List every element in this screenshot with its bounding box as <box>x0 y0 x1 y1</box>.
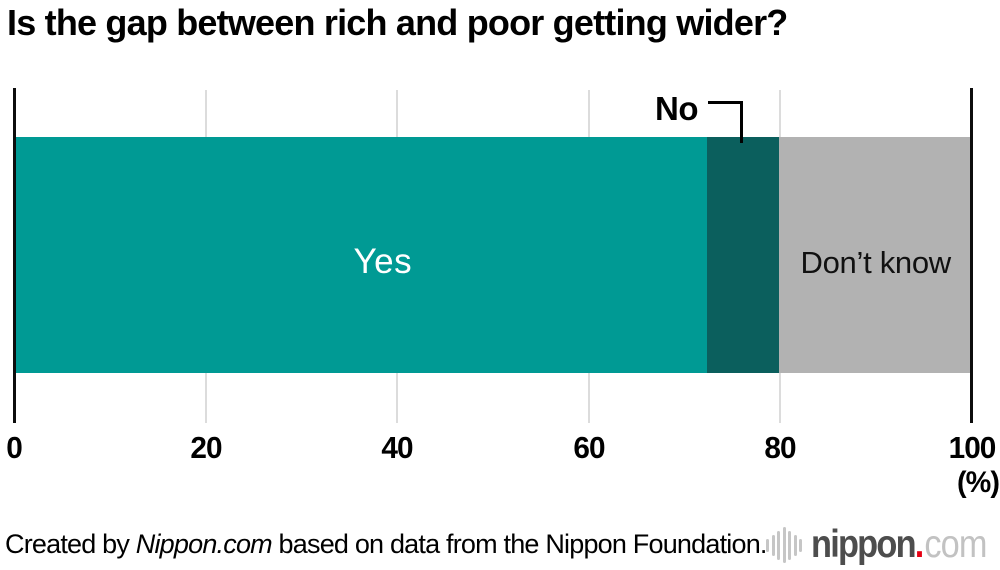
axis-line-100 <box>970 88 973 423</box>
credit-source: Nippon.com <box>135 529 273 559</box>
chart-plot: Yes Don’t know <box>13 88 973 423</box>
axis-unit-label: (%) <box>957 466 1000 499</box>
x-tick-80: 80 <box>764 430 797 465</box>
segment-yes: Yes <box>14 137 707 373</box>
no-label: No <box>655 90 699 127</box>
x-tick-100: 100 <box>948 430 997 465</box>
x-tick-0: 0 <box>6 430 23 465</box>
segment-no <box>706 137 780 373</box>
x-tick-40: 40 <box>381 430 414 465</box>
segment-dont-know: Don’t know <box>779 137 972 373</box>
credit-suffix: based on data from the Nippon Foundation… <box>271 529 768 559</box>
page-title: Is the gap between rich and poor getting… <box>7 2 788 43</box>
footer-credit: Created by Nippon.com based on data from… <box>5 529 767 560</box>
stacked-bar: Yes Don’t know <box>14 137 972 373</box>
x-tick-60: 60 <box>573 430 605 465</box>
credit-prefix: Created by <box>5 529 136 559</box>
waveform-icon <box>766 525 802 565</box>
x-tick-20: 20 <box>190 430 222 465</box>
logo-text: nippon . com <box>811 523 987 567</box>
yes-label: Yes <box>353 242 413 281</box>
axis-line-0 <box>13 88 16 423</box>
logo-dot: . <box>914 523 925 566</box>
no-connector-line <box>708 101 743 143</box>
logo-text-com: com <box>924 523 987 566</box>
logo-text-nippon: nippon <box>811 523 917 566</box>
dont-know-label: Don’t know <box>800 245 952 280</box>
nippon-logo: nippon . com <box>766 522 1000 568</box>
